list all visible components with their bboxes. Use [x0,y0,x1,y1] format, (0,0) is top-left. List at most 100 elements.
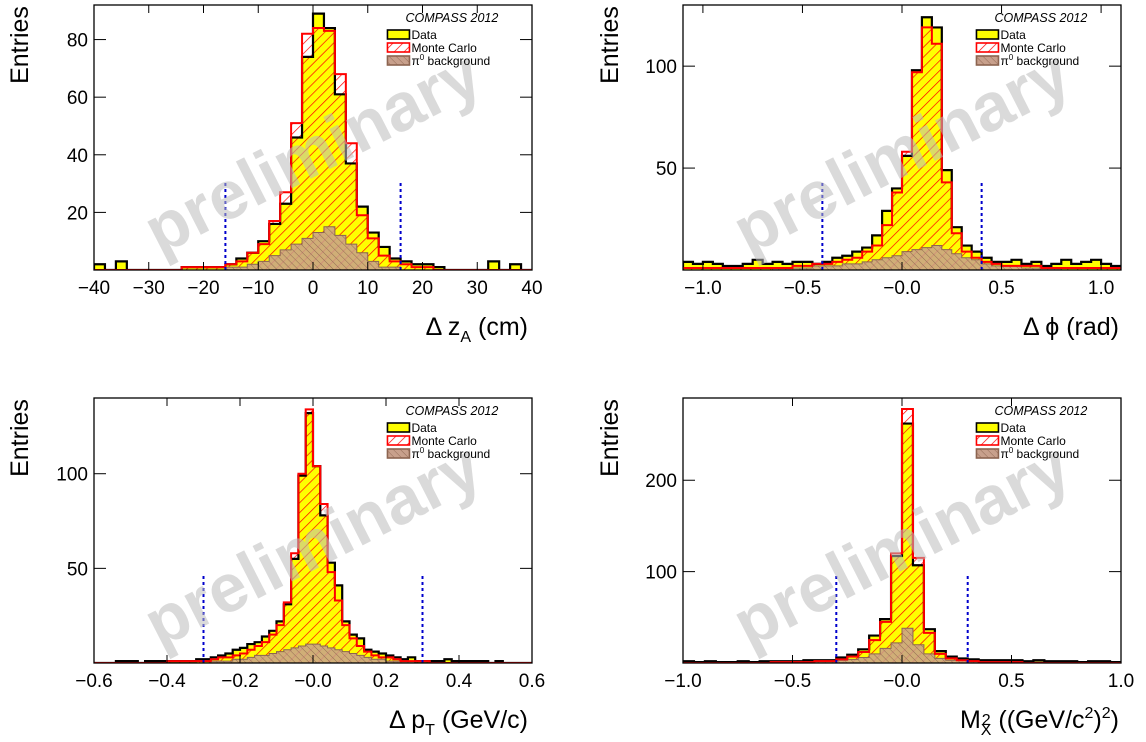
legend-label-mc: Monte Carlo [1000,41,1066,55]
mc-histogram-hatch [94,409,532,663]
x-tick-label: −30 [133,278,165,299]
mc-histogram-outline [94,27,532,270]
x-axis-label-part: T [425,722,435,739]
y-axis-label: Entries [6,399,34,477]
legend-label-bg: π0 background [411,53,490,68]
legend-label-bg-sup: 0 [420,53,425,62]
x-tick-label: −0.0 [294,671,332,692]
legend-label-bg-rest: background [1013,447,1079,461]
legend-label-bg: π0 background [411,446,490,461]
legend-label-mc: Monte Carlo [1000,434,1066,448]
legend-label-bg: π0 background [1000,53,1079,68]
x-axis-label-part: Δ z [426,313,461,341]
data-histogram-outline [94,12,532,270]
plot-area [94,408,532,663]
x-tick-label: 0.2 [373,671,399,692]
pi0-background-hatch [683,628,1121,663]
legend-swatch-hatch [976,436,999,445]
x-tick-label: 1.0 [1088,278,1114,299]
y-tick-label: 80 [67,31,88,52]
y-tick-label: 40 [67,146,88,167]
x-tick-label: 40 [521,278,542,299]
legend-swatch-data [386,422,411,433]
plot-area [94,12,532,270]
y-tick-label: 20 [67,203,88,224]
mc-histogram-hatch [683,27,1121,270]
x-tick-label: −10 [242,278,274,299]
x-tick-label: 0.4 [446,671,473,692]
x-tick-label: 0 [308,278,319,299]
x-axis-label: Δ ϕ (rad) [1023,313,1119,341]
x-tick-label: −0.0 [883,671,921,692]
x-tick-label: −1.0 [684,278,722,299]
x-tick-label: 30 [467,278,488,299]
legend-label-bg-rest: background [424,54,490,68]
legend-label-bg-pi: π [411,54,419,68]
legend-swatch-data [975,29,1000,40]
x-axis-label-part: M [960,706,981,734]
x-tick-label: −0.4 [148,671,186,692]
x-tick-label: −1.0 [664,671,702,692]
legend-label-bg: π0 background [1000,446,1079,461]
legend-swatch-hatch [387,449,410,458]
x-axis-label-part: ) [1093,706,1101,734]
legend-swatch-hatch [387,56,410,65]
histogram-panel-4: preliminary−1.0 −0.5 −0.0 0.5 1.0100200Entri… [596,397,1134,739]
x-axis-label-part: Δ p [389,706,425,734]
x-axis-label-part: X [981,722,992,739]
y-axis-label: Entries [6,6,34,84]
legend-label-mc: Monte Carlo [411,434,477,448]
mc-histogram-hatch [94,28,532,270]
experiment-label: COMPASS 2012 [405,404,498,418]
x-axis-label-superscript: 2 [982,712,991,729]
y-axis-label: Entries [596,399,624,477]
y-tick-label: 200 [645,471,677,492]
x-axis-label-part: ) [1111,706,1119,734]
legend-swatch-data [975,422,1000,433]
y-axis-label: Entries [596,6,624,84]
legend-label-bg-rest: background [424,447,490,461]
x-tick-label: −0.5 [774,671,812,692]
x-tick-label: −20 [187,278,219,299]
x-tick-label: 0.5 [998,671,1024,692]
x-axis-label-part: 2 [1102,705,1111,722]
y-tick-label: 100 [56,465,88,486]
legend-label-bg-sup: 0 [420,446,425,455]
legend-label-data: Data [1000,28,1026,42]
experiment-label: COMPASS 2012 [405,11,498,25]
legend-label-data: Data [411,28,437,42]
legend-swatch-hatch [976,56,999,65]
y-tick-label: 100 [645,563,677,584]
pi0-background-hatch [94,226,532,270]
x-tick-label: 10 [357,278,378,299]
legend-label-data: Data [411,421,437,435]
legend-label-bg-sup: 0 [1009,53,1014,62]
x-tick-label: −0.0 [883,278,921,299]
x-axis-label-part: Δ ϕ (rad) [1023,313,1119,341]
y-tick-label: 100 [645,57,677,78]
x-tick-label: −40 [78,278,110,299]
legend-label-bg-sup: 0 [1009,446,1014,455]
x-axis-label-part: 2 [1085,705,1094,722]
legend-swatch-hatch [976,449,999,458]
x-tick-label: 0.6 [519,671,545,692]
pi0-background-hatch [94,644,532,663]
legend-label-bg-rest: background [1013,54,1079,68]
x-axis-label-part: (cm) [471,313,528,341]
legend-swatch-hatch [387,43,410,52]
x-axis-label-part: A [460,329,471,346]
legend-swatch-data [386,29,411,40]
x-tick-label: −0.6 [75,671,113,692]
mc-histogram-outline [94,408,532,663]
x-tick-label: −0.2 [221,671,259,692]
legend-label-data: Data [1000,421,1026,435]
x-axis-label: MX ((GeV/c2)2) [960,705,1119,739]
experiment-label: COMPASS 2012 [994,11,1087,25]
histogram-panel-3: preliminary−0.6 −0.4 −0.2 −0.0 0.2 0.4 0.65010… [6,397,545,739]
y-tick-label: 50 [656,159,677,180]
x-axis-label-part: ((GeV/c [991,706,1084,734]
y-tick-label: 50 [67,559,88,580]
x-tick-label: 1.0 [1108,671,1134,692]
x-tick-label: 0.5 [988,278,1014,299]
